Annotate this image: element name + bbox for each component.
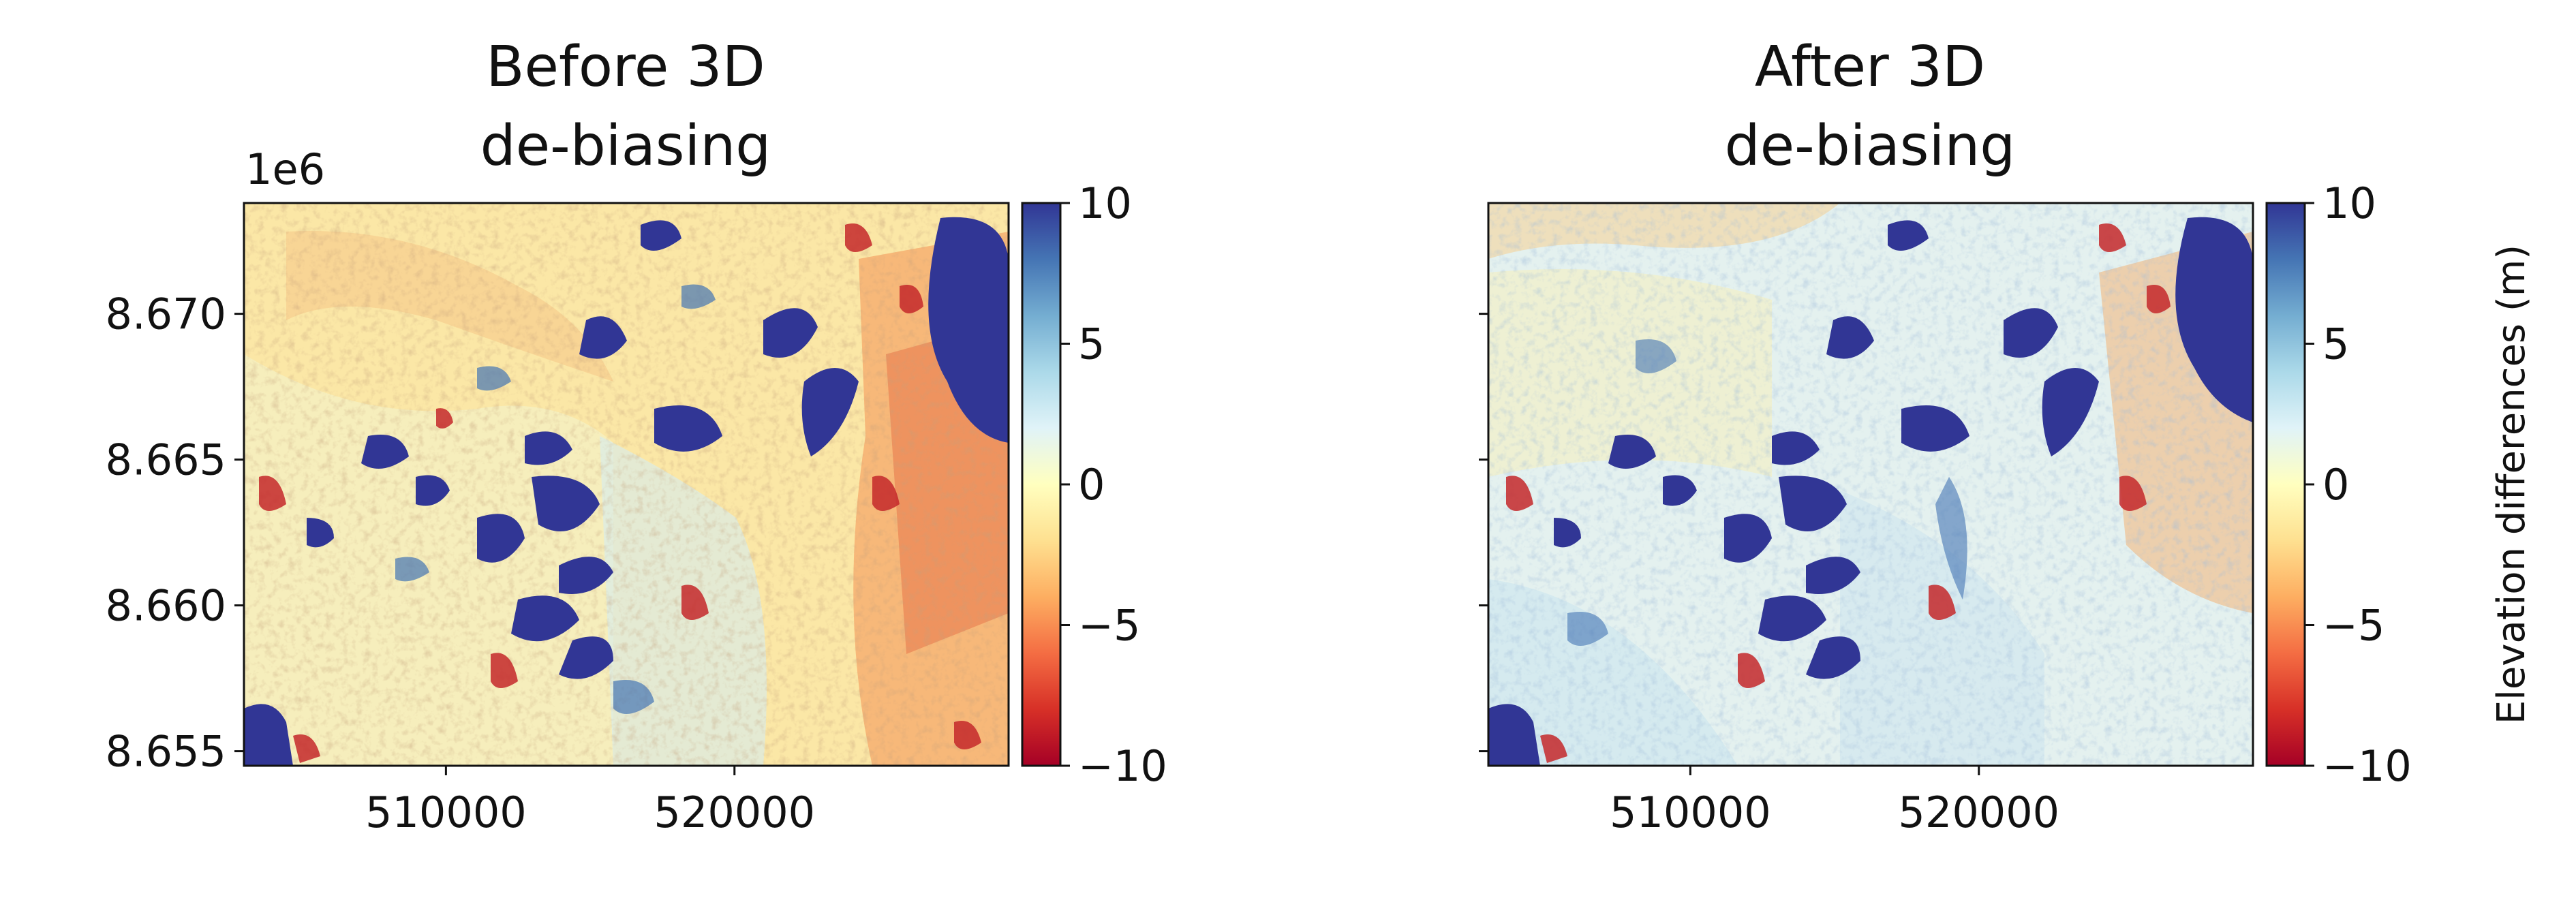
colorbar-tick-label: −10 [1078,741,1167,791]
x-tick-label: 510000 [365,788,527,837]
y-tick-label: 8.660 [106,581,227,631]
colorbar-tick-label: −5 [1078,601,1140,651]
panel-title-line-1: Before 3D [486,35,765,99]
colorbar-gradient [2265,202,2306,767]
panel-title-line-2: de-biasing [1725,114,2016,178]
panel-title-line-2: de-biasing [480,114,771,178]
y-tick-label: 8.665 [106,435,227,485]
y-tick-label: 8.655 [106,727,227,777]
heatmap-image [244,203,1009,766]
colorbar-tick-label: 5 [2322,320,2349,369]
heatmap-image [1488,203,2253,766]
panel-before: Before 3D de-biasing 1e6 [106,35,1167,837]
colorbar-tick-label: 10 [2322,178,2376,228]
y-tick-label: 8.670 [106,290,227,339]
colorbar-tick-label: 0 [2322,460,2349,510]
panel-after: After 3D de-biasing [1479,35,2534,837]
x-tick-label: 510000 [1610,788,1771,837]
x-axis: 510000 520000 [1610,766,2059,837]
x-axis: 510000 520000 [365,766,815,837]
colorbar-gradient [1021,202,1062,767]
panel-title-line-1: After 3D [1755,35,1985,99]
colorbar-axis: 10 5 0 −5 −10 [2305,178,2412,791]
colorbar-tick-label: 10 [1078,178,1132,228]
colorbar-tick-label: 5 [1078,320,1105,369]
colorbar-tick-label: 0 [1078,460,1105,510]
colorbar-tick-label: −5 [2322,601,2385,651]
x-tick-label: 520000 [654,788,815,837]
colorbar-tick-label: −10 [2322,741,2412,791]
colorbar-label: Elevation differences (m) [2489,245,2534,724]
y-axis [1479,313,1488,753]
y-offset-label: 1e6 [245,144,325,194]
x-tick-label: 520000 [1898,788,2059,837]
colorbar-axis: 10 5 0 −5 −10 [1060,178,1167,791]
colorbar: 10 5 0 −5 −10 [1021,178,1167,791]
colorbar: 10 5 0 −5 −10 Elevation differences (m) [2265,178,2534,791]
plot-frame [243,202,1010,767]
plot-frame [1487,202,2254,767]
y-axis: 8.670 8.665 8.660 8.655 [106,290,244,777]
